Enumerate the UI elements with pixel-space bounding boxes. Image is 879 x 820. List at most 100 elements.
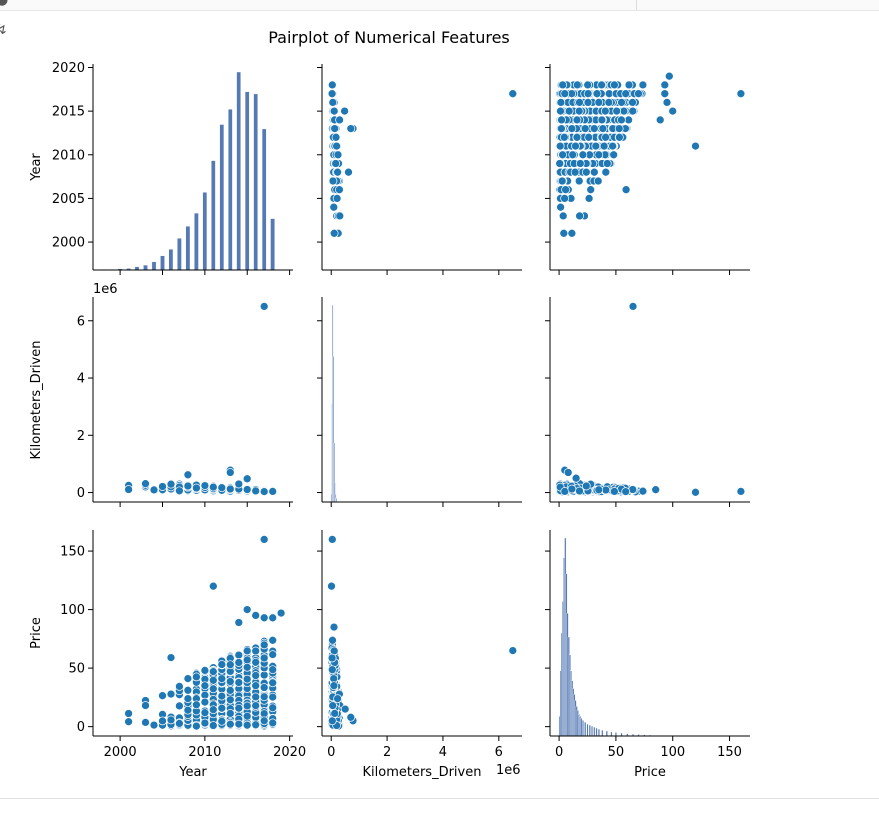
scatter-point-outlier [508, 89, 518, 99]
toolbar-collapse-icon[interactable]: ↯ [0, 22, 8, 38]
scatter-point [124, 485, 133, 494]
scatter-point [602, 159, 612, 168]
scatter-point-outlier [651, 485, 661, 495]
scatter-point [124, 709, 133, 718]
y-tick-label: 150 [60, 545, 85, 560]
scatter-point [251, 646, 261, 656]
scatter-point [601, 167, 611, 177]
scatter-point [242, 701, 252, 711]
scatter-point-outlier [276, 608, 286, 618]
scatter-point [251, 701, 261, 710]
scatter-point [234, 678, 244, 687]
scatter-point [592, 89, 602, 99]
scatter-point [192, 721, 201, 731]
scatter-point [225, 660, 235, 670]
scatter-point [638, 486, 648, 496]
scatter-point [614, 124, 624, 133]
y-tick-label: 2020 [52, 61, 85, 76]
histogram-bar [586, 723, 589, 737]
scatter-point [268, 718, 278, 728]
scatter-point-outlier [571, 473, 581, 483]
scatter-point [242, 674, 252, 684]
scatter-point-outlier [329, 622, 339, 632]
scatter-point [335, 211, 345, 221]
scatter-point [217, 660, 227, 669]
scatter-point [141, 718, 150, 727]
scatter-point [242, 655, 252, 665]
scatter-point-outlier [660, 89, 670, 99]
scatter-point-outlier [621, 185, 631, 195]
scatter-point [183, 481, 193, 491]
scatter-point [268, 635, 278, 645]
scatter-point [593, 176, 603, 186]
y-tick-label: 6 [77, 314, 85, 329]
scatter-point [208, 684, 218, 694]
scatter-point [586, 185, 596, 195]
scatter-point [217, 691, 227, 701]
scatter-point [555, 141, 565, 151]
y-tick-label: 2015 [52, 105, 85, 120]
scatter-point [208, 705, 218, 715]
scatter-point [328, 176, 338, 186]
histogram-bar [591, 725, 594, 737]
scatter-point [559, 132, 569, 142]
scatter-point [621, 89, 631, 99]
scatter-point [331, 132, 341, 142]
panel-year-vs-year [100, 71, 275, 271]
scatter-point [561, 185, 570, 195]
scatter-point [200, 708, 210, 718]
scatter-point [259, 716, 269, 726]
panel-kilometers_driven-vs-kilometers_driven [330, 304, 337, 503]
x-tick-label: 0 [327, 745, 335, 760]
scatter-point-outlier [335, 115, 344, 125]
scatter-point [328, 635, 337, 645]
scatter-point [589, 124, 599, 133]
y-tick-label: 2010 [52, 148, 85, 163]
scatter-point [558, 150, 567, 160]
y-tick-label: 100 [60, 603, 85, 618]
scatter-point [166, 689, 176, 699]
y-axis-label-year: Year [29, 153, 44, 182]
scatter-point [612, 106, 622, 116]
x-axis-label-price: Price [634, 765, 666, 780]
scatter-point [259, 487, 269, 496]
scatter-point [327, 716, 337, 726]
scatter-point [166, 479, 176, 489]
pairplot-grid: 2000 2005 2010 2015 2020 0 2 4 6 2000 2010 2020 0 50 1… [29, 61, 750, 780]
histogram-bar [584, 721, 587, 737]
scatter-point [594, 150, 604, 160]
scatter-point [268, 692, 278, 702]
scatter-point [149, 485, 159, 495]
scatter-point [259, 683, 269, 692]
panel-price-vs-price [558, 537, 674, 737]
histogram-bar [160, 255, 165, 271]
scatter-point [175, 719, 184, 728]
scatter-point [557, 124, 566, 133]
scatter-point [225, 677, 235, 686]
scatter-point [600, 106, 610, 116]
x-tick-label: 2020 [273, 745, 306, 760]
scatter-point [329, 202, 339, 212]
scatter-point [234, 703, 244, 713]
scatter-point [574, 106, 584, 116]
scatter-point [327, 80, 337, 90]
scatter-point [331, 159, 341, 168]
toolbar-menu-icon[interactable]: ● [0, 0, 9, 8]
scatter-point [208, 667, 218, 676]
scatter-point [594, 98, 604, 107]
scatter-point [575, 98, 584, 107]
histogram-bar [202, 192, 208, 271]
scatter-point [225, 709, 235, 718]
scatter-point-outlier [662, 98, 672, 107]
scatter-point [141, 701, 150, 710]
scatter-point [567, 228, 577, 238]
scatter-point [268, 487, 278, 496]
scatter-point-outlier [691, 487, 700, 497]
x-tick-label: 2010 [188, 745, 221, 760]
x-tick-label: 2000 [104, 745, 137, 760]
scatter-point [141, 479, 150, 489]
scatter-point-outlier [340, 106, 349, 116]
scatter-point [268, 665, 278, 675]
scatter-point [556, 202, 565, 212]
scatter-point [327, 665, 337, 675]
